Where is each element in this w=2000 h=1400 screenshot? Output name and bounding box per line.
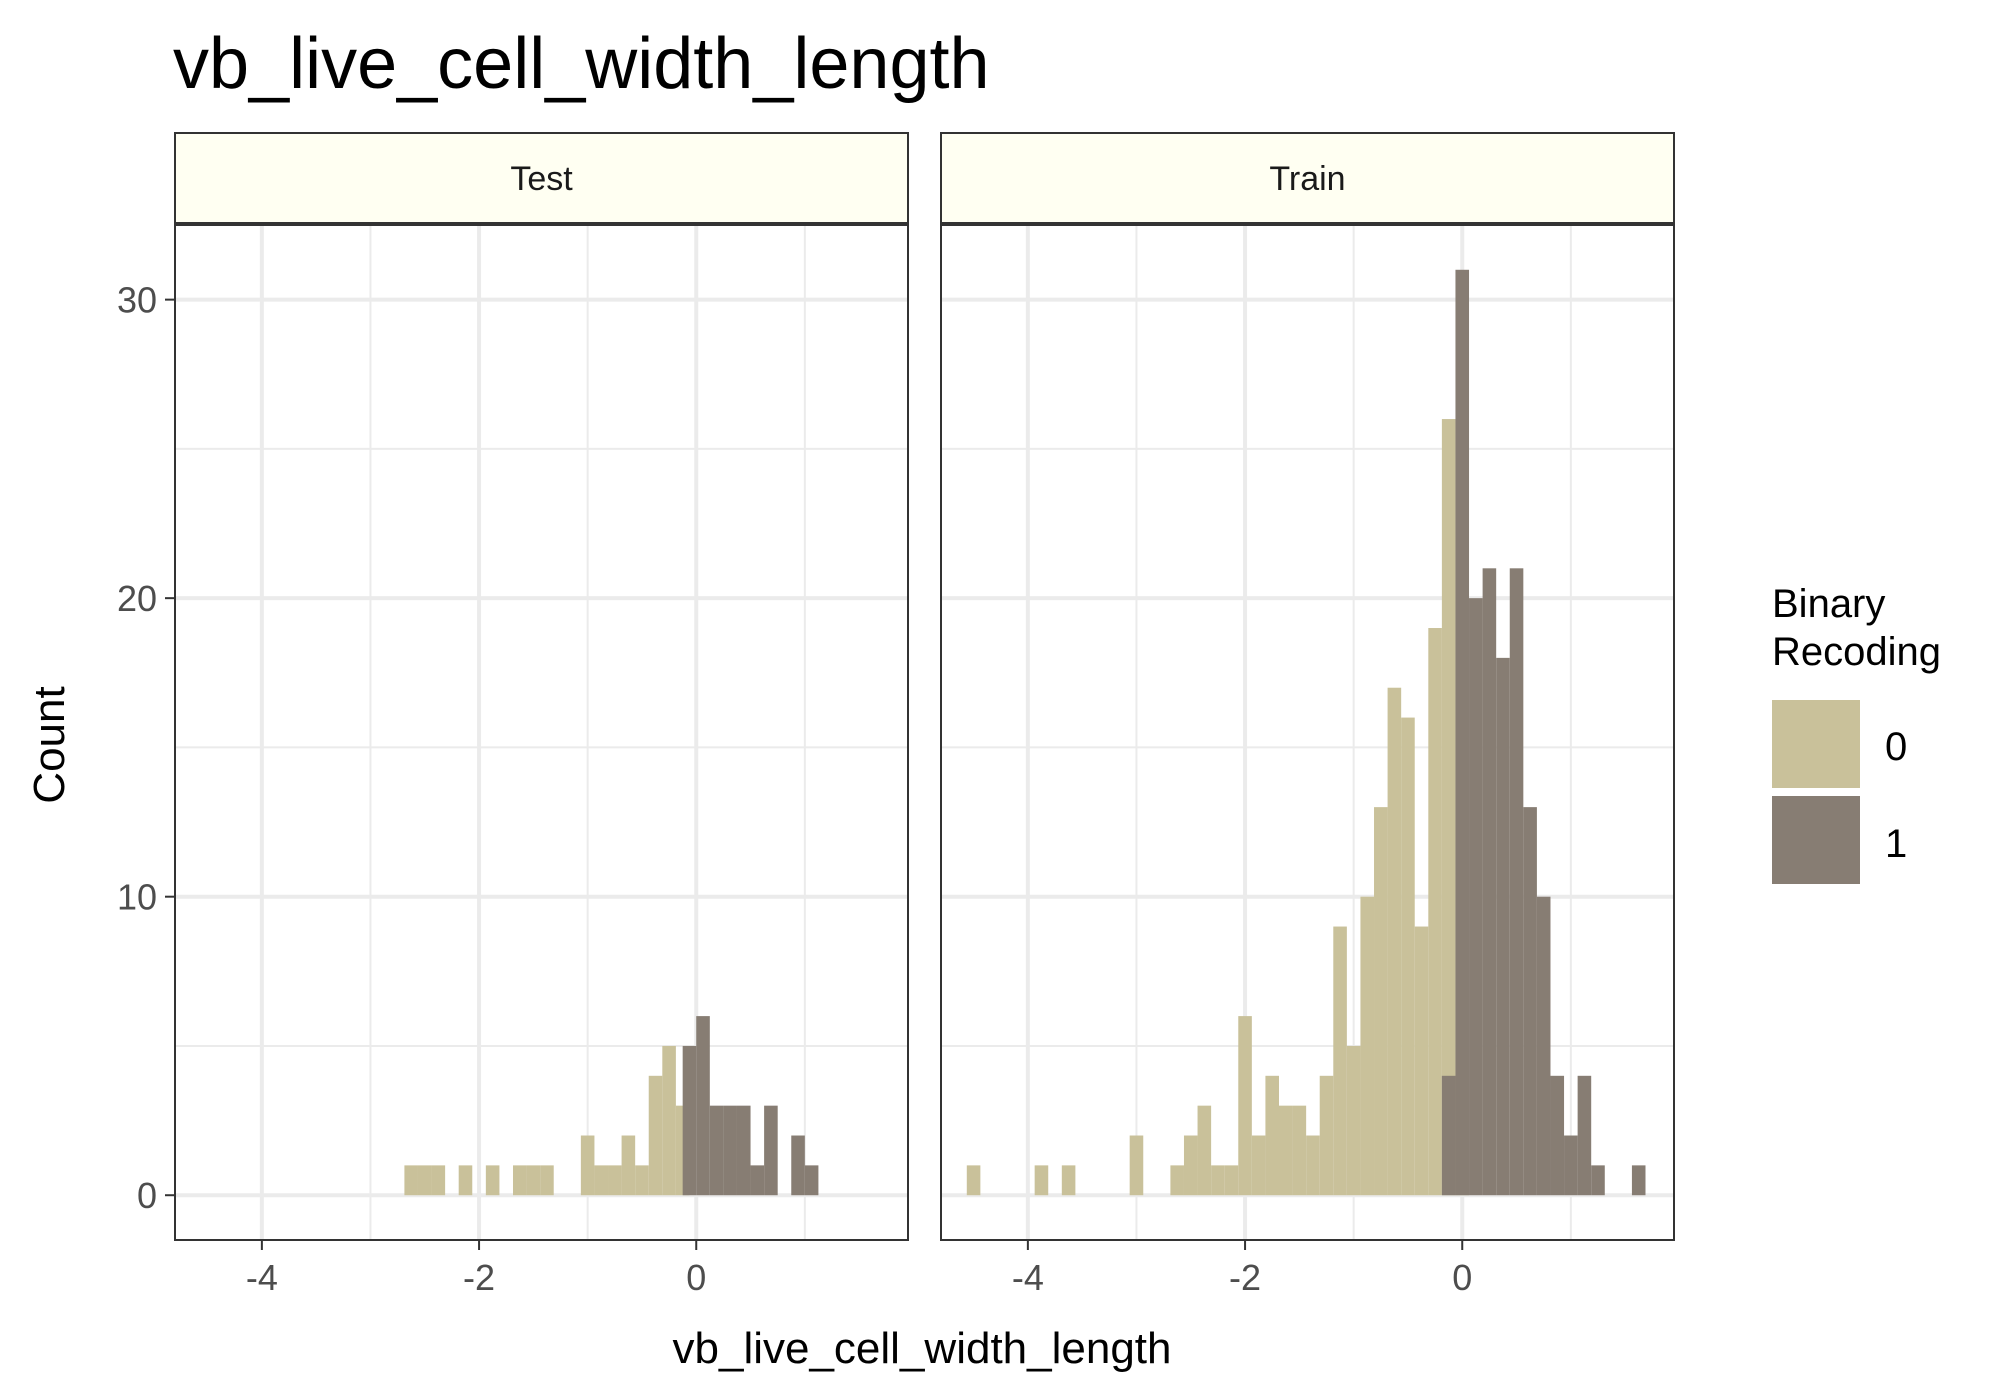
panel-grid xyxy=(175,225,908,1240)
facet-panel-train: Train -4 -2 0 xyxy=(940,132,1675,1298)
histogram-bar-series-0 xyxy=(404,1165,418,1196)
chart-title: vb_live_cell_width_length xyxy=(173,24,990,104)
histogram-bar-series-0 xyxy=(1197,1105,1212,1196)
histogram-bar-series-0 xyxy=(540,1165,554,1196)
legend-key-0 xyxy=(1772,700,1860,788)
x-axis-ticks: -4 -2 0 xyxy=(246,1240,706,1298)
y-tick-label: 20 xyxy=(117,578,157,619)
histogram-bar-series-0 xyxy=(431,1165,446,1196)
legend-title-line-1: Binary xyxy=(1772,582,1885,626)
histogram-bar-series-0 xyxy=(1292,1105,1307,1196)
histogram-bar-series-1 xyxy=(1591,1165,1605,1196)
histogram-bar-series-0 xyxy=(1414,926,1429,1196)
histogram-bar-series-1 xyxy=(1536,896,1551,1196)
histogram-bar-series-0 xyxy=(635,1165,649,1196)
x-tick-label: -2 xyxy=(1229,1257,1261,1298)
y-tick-label: 0 xyxy=(137,1175,157,1216)
panel-background xyxy=(175,225,908,1240)
histogram-bar-series-0 xyxy=(1360,896,1375,1196)
x-axis-ticks: -4 -2 0 xyxy=(1012,1240,1472,1298)
histogram-bar-series-1 xyxy=(1496,657,1510,1196)
histogram-bar-series-1 xyxy=(1631,1165,1646,1196)
histogram-bar-series-0 xyxy=(1170,1165,1184,1196)
histogram-bar-series-0 xyxy=(1319,1075,1334,1196)
histogram-bar-series-1 xyxy=(1550,1075,1565,1196)
histogram-bar-series-0 xyxy=(1129,1135,1144,1196)
histogram-bar-series-0 xyxy=(512,1165,527,1196)
histogram-bar-series-0 xyxy=(594,1165,609,1196)
panel-background xyxy=(941,225,1674,1240)
histogram-bar-series-1 xyxy=(1469,598,1483,1196)
histogram-bar-series-1 xyxy=(1509,568,1524,1196)
histogram-bar-series-0 xyxy=(1333,926,1347,1196)
histogram-bar-series-1 xyxy=(1523,807,1537,1196)
x-tick-label: -2 xyxy=(463,1257,495,1298)
histogram-bar-series-0 xyxy=(580,1135,595,1196)
x-tick-label: -4 xyxy=(246,1257,278,1298)
histogram-bar-series-0 xyxy=(1306,1135,1320,1196)
histogram-bar-series-0 xyxy=(662,1045,676,1196)
histogram-bar-series-1 xyxy=(750,1165,765,1196)
histogram-bar-series-1 xyxy=(1441,1075,1456,1196)
histogram-bar-series-1 xyxy=(1564,1135,1578,1196)
histogram-bar-series-1 xyxy=(764,1105,778,1196)
histogram-bar-series-0 xyxy=(1251,1135,1266,1196)
y-axis-ticks: 0 10 20 30 xyxy=(117,280,175,1216)
histogram-bar-series-0 xyxy=(485,1165,500,1196)
facet-strip xyxy=(174,132,909,224)
histogram-bar-series-1 xyxy=(736,1105,751,1196)
histogram-bar-series-0 xyxy=(417,1165,432,1196)
histogram-bar-series-1 xyxy=(804,1165,819,1196)
y-tick-label: 10 xyxy=(117,877,157,918)
histogram-bar-series-0 xyxy=(621,1135,636,1196)
legend-label-0: 0 xyxy=(1885,725,1907,769)
histogram-bar-series-0 xyxy=(1183,1135,1198,1196)
y-tick-label: 30 xyxy=(117,280,157,321)
x-tick-label: 0 xyxy=(686,1257,706,1298)
legend-label-1: 1 xyxy=(1885,822,1907,866)
histogram-bar-series-0 xyxy=(1387,687,1402,1196)
facet-label-test: Test xyxy=(510,160,573,198)
legend-title-line-2: Recoding xyxy=(1772,630,1941,674)
histogram-bar-series-1 xyxy=(1455,269,1470,1196)
facet-panel-test: Test -4 -2 0 xyxy=(174,132,909,1298)
histogram-bar-series-0 xyxy=(1224,1165,1239,1196)
x-tick-label: 0 xyxy=(1452,1257,1472,1298)
histogram-bar-series-0 xyxy=(1061,1165,1076,1196)
facet-strip xyxy=(940,132,1675,224)
histogram-bar-series-0 xyxy=(608,1165,622,1196)
histogram-bar-series-0 xyxy=(1401,717,1415,1196)
histogram-bar-series-0 xyxy=(1034,1165,1049,1196)
histogram-bar-series-0 xyxy=(1265,1075,1279,1196)
histogram-bar-series-1 xyxy=(696,1016,710,1196)
x-tick-label: -4 xyxy=(1012,1257,1044,1298)
histogram-bar-series-0 xyxy=(966,1165,981,1196)
histogram-bar-series-0 xyxy=(648,1075,663,1196)
x-axis-title: vb_live_cell_width_length xyxy=(673,1324,1172,1373)
legend: Binary Recoding 0 1 xyxy=(1772,582,1941,884)
histogram-bar-series-0 xyxy=(1374,807,1388,1196)
histogram-bar-series-0 xyxy=(1346,1045,1361,1196)
panel-bars xyxy=(966,269,1646,1196)
histogram-bar-series-0 xyxy=(1428,628,1442,1196)
histogram-bar-series-0 xyxy=(526,1165,541,1196)
panel-border xyxy=(940,224,1675,1241)
panel-border xyxy=(174,224,909,1241)
histogram-bar-series-1 xyxy=(1577,1075,1592,1196)
histogram-bar-series-0 xyxy=(1278,1105,1293,1196)
y-axis-title: Count xyxy=(25,686,74,803)
histogram-bar-series-1 xyxy=(682,1045,697,1196)
histogram-bar-series-0 xyxy=(458,1165,473,1196)
histogram-bar-series-0 xyxy=(1238,1016,1252,1196)
histogram-bar-series-0 xyxy=(1211,1165,1225,1196)
histogram-bar-series-0 xyxy=(1441,419,1456,1196)
histogram-bar-series-1 xyxy=(791,1135,805,1196)
panel-bars xyxy=(404,1016,819,1196)
histogram-bar-series-1 xyxy=(709,1105,724,1196)
histogram-bar-series-1 xyxy=(1482,568,1497,1196)
legend-key-1 xyxy=(1772,796,1860,884)
histogram-bar-series-1 xyxy=(723,1105,737,1196)
facet-label-train: Train xyxy=(1269,160,1345,198)
